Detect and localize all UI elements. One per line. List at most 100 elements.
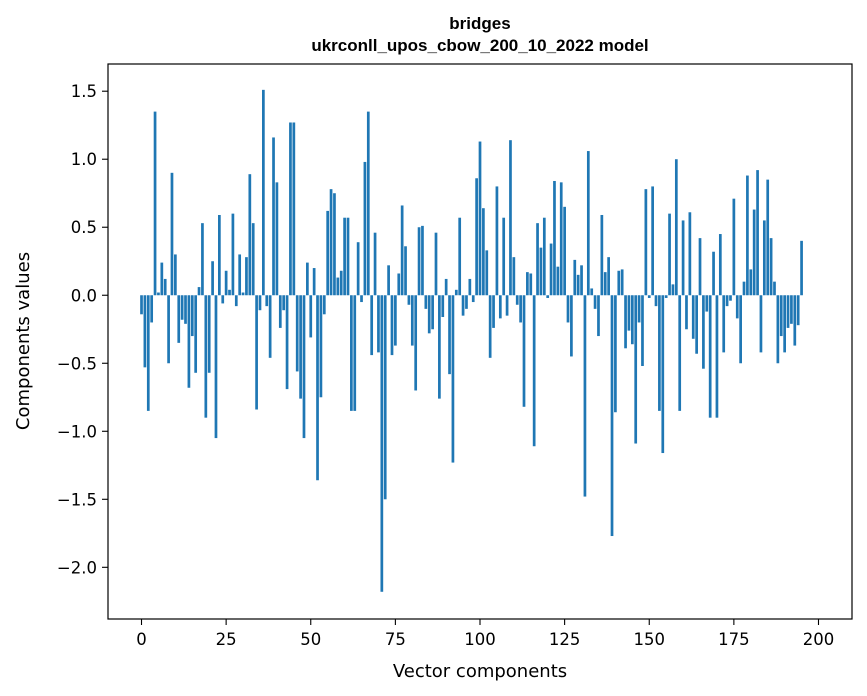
bar-component-177	[739, 295, 742, 364]
bar-component-57	[333, 193, 336, 296]
bars-group	[140, 89, 803, 592]
bar-component-115	[529, 273, 533, 296]
bar-component-106	[498, 295, 502, 319]
bar-component-117	[536, 223, 539, 296]
bar-component-99	[475, 178, 478, 296]
bar-component-96	[465, 295, 468, 309]
bar-component-180	[749, 269, 753, 296]
bar-component-17	[197, 287, 201, 296]
bar-component-102	[485, 250, 489, 296]
x-tick-label: 25	[216, 630, 237, 649]
bar-component-92	[451, 295, 455, 463]
bar-component-170	[715, 295, 719, 418]
chart-subtitle: ukrconll_upos_cbow_200_10_2022 model	[311, 36, 648, 55]
plot-frame	[107, 63, 853, 620]
bar-component-137	[603, 272, 607, 296]
bar-component-91	[448, 295, 451, 375]
bar-component-40	[275, 182, 279, 296]
y-tick-label: −2.0	[57, 558, 97, 577]
bar-component-27	[231, 213, 235, 296]
bar-component-136	[600, 214, 604, 296]
bar-component-154	[661, 295, 665, 454]
y-axis-label: Components values	[13, 252, 34, 430]
bar-component-189	[779, 295, 783, 337]
bar-component-42	[282, 295, 286, 311]
bar-component-190	[783, 295, 786, 353]
bar-component-114	[526, 272, 529, 296]
bar-component-10	[174, 254, 177, 296]
bar-component-76	[397, 273, 401, 296]
bar-component-73	[387, 265, 390, 296]
bar-component-9	[170, 172, 174, 296]
bar-component-144	[627, 295, 631, 331]
bar-component-51	[312, 268, 316, 296]
bar-component-163	[691, 295, 695, 339]
bar-component-38	[268, 295, 272, 358]
bar-component-11	[177, 295, 181, 343]
bar-component-35	[258, 295, 262, 311]
bar-component-192	[790, 295, 793, 324]
bar-component-162	[688, 212, 692, 296]
bar-component-112	[519, 295, 522, 323]
bar-component-142	[620, 269, 624, 296]
bar-component-194	[796, 295, 800, 326]
bar-component-13	[184, 295, 187, 324]
bar-component-84	[424, 295, 428, 309]
x-tick-label: 125	[549, 630, 581, 649]
bar-component-21	[211, 261, 214, 296]
bar-component-151	[651, 186, 654, 296]
bar-component-56	[329, 189, 333, 296]
bar-component-187	[773, 281, 776, 296]
bar-component-105	[495, 186, 499, 296]
bar-component-87	[434, 232, 438, 296]
bar-component-97	[468, 278, 472, 296]
bar-component-65	[360, 295, 363, 303]
bar-component-101	[482, 208, 485, 296]
bar-component-86	[431, 295, 434, 330]
bar-component-130	[580, 265, 583, 296]
bar-component-124	[559, 182, 563, 296]
bar-component-128	[573, 259, 577, 296]
bar-component-36	[262, 89, 265, 296]
bar-component-108	[505, 295, 509, 316]
bar-component-148	[641, 295, 644, 366]
bar-component-143	[624, 295, 627, 349]
x-axis-ticks: 0 25 50 75 100 125 150 175 200	[136, 619, 834, 649]
y-axis-ticks: −2.0 −1.5 −1.0 −0.5 0.0 0.5 1.0 1.5	[57, 82, 108, 577]
y-tick-label: −1.5	[57, 490, 97, 509]
bar-component-139	[610, 295, 614, 537]
bar-component-72	[383, 295, 387, 500]
bar-component-54	[322, 295, 326, 315]
bar-component-167	[705, 295, 709, 312]
bar-component-2	[146, 295, 150, 411]
bar-component-55	[326, 210, 330, 296]
bar-component-49	[306, 262, 309, 296]
bar-component-103	[488, 295, 492, 358]
bar-component-68	[370, 295, 374, 356]
bar-component-134	[593, 295, 597, 309]
bar-component-60	[343, 217, 346, 296]
bar-component-1	[143, 295, 147, 368]
bar-component-133	[590, 288, 594, 296]
bar-component-19	[204, 295, 208, 418]
bar-component-165	[698, 238, 702, 296]
bar-component-20	[207, 295, 211, 373]
bar-component-31	[245, 257, 248, 296]
bar-component-64	[356, 242, 360, 296]
bar-component-156	[668, 213, 671, 296]
x-axis-label: Vector components	[393, 661, 567, 682]
bar-component-85	[427, 295, 431, 334]
bar-component-160	[681, 220, 685, 296]
bar-component-90	[444, 278, 448, 296]
x-tick-label: 0	[136, 630, 147, 649]
bar-component-179	[746, 175, 749, 296]
bar-component-15	[190, 295, 194, 337]
bar-component-129	[576, 274, 580, 296]
bar-component-98	[471, 295, 475, 303]
bar-component-24	[221, 295, 225, 304]
bar-component-23	[218, 214, 221, 296]
y-tick-label: 1.5	[71, 82, 97, 101]
bar-component-138	[607, 257, 610, 296]
y-tick-label: −1.0	[57, 422, 97, 441]
